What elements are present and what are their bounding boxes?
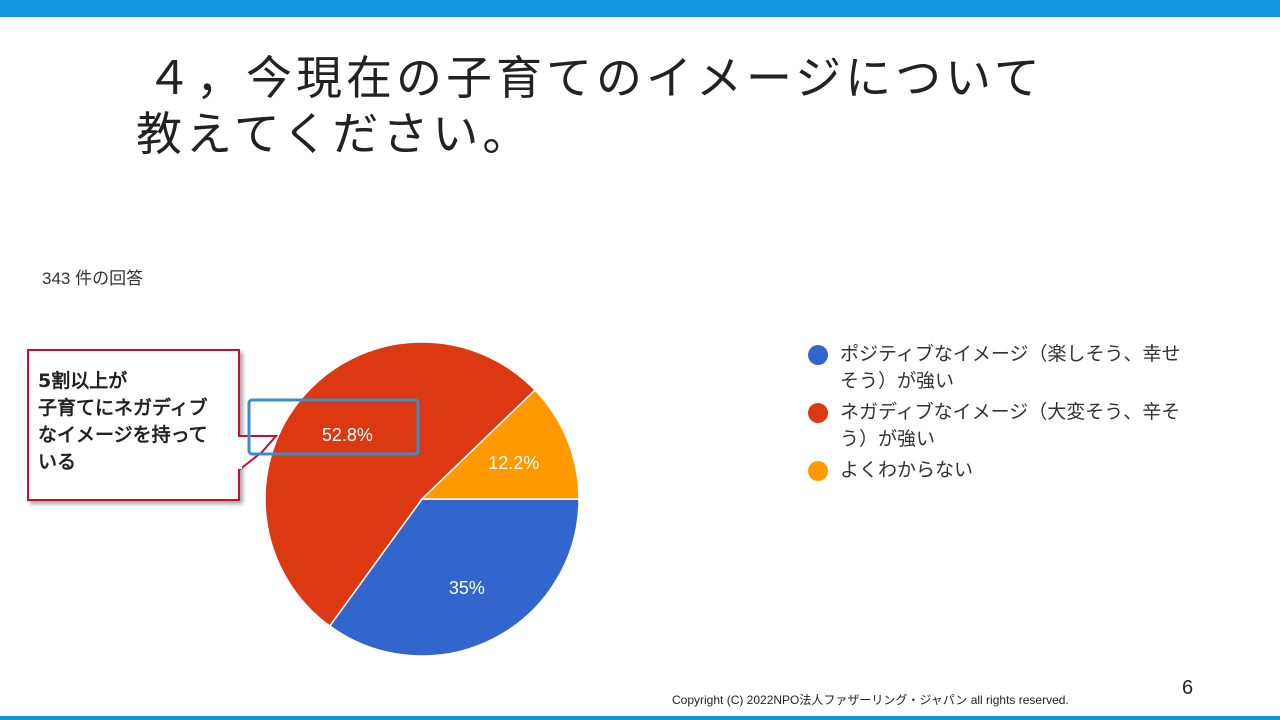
page-number: 6 xyxy=(1182,677,1194,699)
legend-dot xyxy=(808,403,828,423)
pie-slice-positive[interactable] xyxy=(328,498,580,657)
legend-label: ポジティブなイメージ（楽しそう、幸せ xyxy=(840,343,1181,365)
callout-text: 5割以上が 子育てにネガディブ なイメージを持って いる xyxy=(38,368,238,476)
callout-line: 5割以上が xyxy=(38,370,128,392)
legend-dot xyxy=(808,461,828,481)
legend-label: う）が強い xyxy=(840,428,936,450)
legend-label: そう）が強い xyxy=(840,370,955,392)
pie-slice-label: 35% xyxy=(449,578,485,598)
highlight-rect xyxy=(247,398,420,456)
title-line-1: ４，今現在の子育てのイメージについて xyxy=(146,51,1044,105)
callout-line: いる xyxy=(38,451,77,473)
callout-tail xyxy=(238,435,279,473)
legend-dot xyxy=(808,345,828,365)
title-line-2: 教えてください。 xyxy=(136,107,533,161)
callout-line: なイメージを持って xyxy=(38,424,208,446)
pie-slice-label: 12.2% xyxy=(488,453,539,473)
callout-line: 子育てにネガディブ xyxy=(38,397,208,419)
legend-item-positive[interactable]: ポジティブなイメージ（楽しそう、幸せ そう）が強い xyxy=(808,341,1228,395)
slide-title: ４，今現在の子育てのイメージについて 教えてください。 xyxy=(136,50,1136,162)
copyright-text: Copyright (C) 2022NPO法人ファザーリング・ジャパン all … xyxy=(672,693,1069,707)
pie-slice-unknown[interactable] xyxy=(420,389,580,500)
top-accent-bar xyxy=(0,0,1280,17)
pie-slice-label: 52.8% xyxy=(322,425,373,445)
callout-box xyxy=(27,349,240,501)
legend-label: よくわからない xyxy=(840,459,974,481)
bottom-accent-bar xyxy=(0,716,1280,720)
legend-label: ネガディブなイメージ（大変そう、辛そ xyxy=(840,401,1181,423)
response-count: 343 件の回答 xyxy=(42,269,144,288)
chart-legend: ポジティブなイメージ（楽しそう、幸せ そう）が強い ネガディブなイメージ（大変そ… xyxy=(808,341,1228,488)
pie-slice-negative[interactable] xyxy=(264,341,537,628)
legend-item-negative[interactable]: ネガディブなイメージ（大変そう、辛そ う）が強い xyxy=(808,399,1228,453)
legend-item-unknown[interactable]: よくわからない xyxy=(808,457,1228,484)
